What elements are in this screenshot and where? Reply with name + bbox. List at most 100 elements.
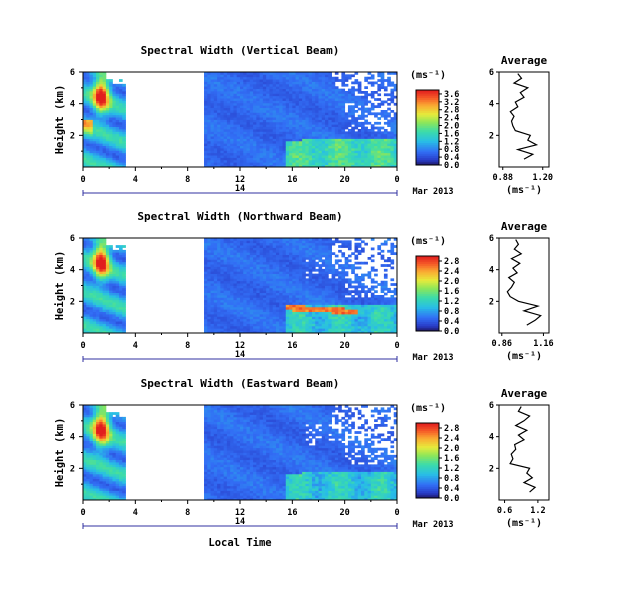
heatmap-cell: [210, 148, 215, 151]
heatmap-cell: [272, 138, 277, 142]
heatmap-cell: [266, 321, 270, 324]
heatmap-cell: [86, 131, 90, 135]
heatmap-cell: [223, 124, 228, 128]
colorbar-swatch: [416, 148, 439, 151]
heatmap-cell: [118, 257, 123, 260]
heatmap-cell: [262, 121, 267, 125]
heatmap-cell: [393, 157, 398, 161]
heatmap-cell: [112, 117, 117, 120]
heatmap-cell: [230, 321, 234, 324]
heatmap-cell: [89, 76, 94, 80]
heatmap-cell: [122, 280, 126, 284]
heatmap-cell: [334, 295, 339, 298]
heatmap-cell: [295, 242, 300, 246]
heatmap-cell: [262, 271, 267, 275]
heatmap-cell: [311, 238, 316, 241]
heatmap-cell: [289, 245, 293, 248]
heatmap-cell: [292, 299, 296, 303]
heatmap-cell: [102, 283, 107, 286]
heatmap-cell: [109, 129, 113, 132]
heatmap-cell: [305, 76, 310, 80]
heatmap-cell: [253, 283, 257, 286]
heatmap-cell: [99, 297, 104, 301]
heatmap-cell: [361, 140, 365, 144]
heatmap-cell: [236, 102, 241, 106]
heatmap-cell: [109, 261, 113, 265]
heatmap-cell: [266, 83, 270, 87]
heatmap-cell: [289, 131, 293, 135]
heatmap-cell: [364, 140, 368, 144]
heatmap-cell: [289, 330, 293, 334]
heatmap-cell: [204, 83, 208, 87]
heatmap-cell: [86, 126, 90, 130]
heatmap-cell: [83, 252, 87, 256]
heatmap-cell: [249, 95, 254, 99]
heatmap-cell: [105, 159, 110, 163]
heatmap-cell: [311, 86, 316, 90]
heatmap-cell: [226, 117, 231, 120]
heatmap-cell: [308, 273, 313, 277]
heatmap-cell: [298, 93, 303, 97]
heatmap-cell: [334, 238, 339, 241]
heatmap-cell: [347, 330, 352, 334]
heatmap-cell: [295, 157, 300, 161]
heatmap-cell: [99, 83, 104, 87]
heatmap-cell: [210, 264, 215, 267]
heatmap-cell: [213, 311, 218, 315]
heatmap-cell: [92, 140, 97, 144]
heatmap-cell: [347, 124, 352, 128]
heatmap-cell: [122, 285, 126, 289]
heatmap-cell: [334, 72, 339, 75]
heatmap-cell: [240, 254, 244, 258]
heatmap-cell: [243, 140, 247, 144]
heatmap-cell: [253, 129, 257, 132]
heatmap-cell: [233, 157, 238, 161]
heatmap-cell: [210, 292, 215, 296]
heatmap-cell: [328, 136, 332, 139]
heatmap-cell: [236, 107, 241, 111]
heatmap-cell: [269, 105, 274, 109]
heatmap-cell: [266, 162, 270, 166]
heatmap-cell: [243, 292, 247, 296]
heatmap-cell: [390, 88, 395, 92]
heatmap-cell: [298, 328, 303, 332]
heatmap-cell: [302, 152, 306, 156]
heatmap-cell: [331, 287, 336, 291]
heatmap-cell: [279, 114, 283, 118]
heatmap-cell: [298, 257, 303, 260]
heatmap-cell: [321, 297, 326, 301]
heatmap-cell: [266, 93, 270, 97]
heatmap-cell: [233, 242, 238, 246]
heatmap-cell: [99, 295, 104, 298]
heatmap-cell: [292, 316, 296, 320]
heatmap-cell: [118, 271, 123, 275]
heatmap-cell: [318, 76, 323, 80]
heatmap-cell: [109, 283, 113, 286]
heatmap-cell: [236, 126, 241, 130]
heatmap-cell: [89, 295, 94, 298]
heatmap-cell: [86, 102, 90, 106]
heatmap-cell: [295, 88, 300, 92]
heatmap-cell: [230, 254, 234, 258]
heatmap-cell: [315, 316, 319, 320]
heatmap-cell: [331, 81, 336, 85]
heatmap-cell: [256, 98, 261, 101]
heatmap-cell: [331, 140, 336, 144]
heatmap-cell: [217, 290, 221, 294]
heatmap-cell: [367, 72, 372, 75]
heatmap-cell: [279, 79, 283, 82]
heatmap-cell: [262, 287, 267, 291]
heatmap-cell: [387, 83, 391, 87]
heatmap-cell: [357, 140, 362, 144]
heatmap-cell: [220, 280, 225, 284]
heatmap-cell: [96, 316, 100, 320]
heatmap-cell: [210, 254, 215, 258]
heatmap-cell: [341, 91, 346, 94]
heatmap-cell: [295, 114, 300, 118]
heatmap-cell: [246, 76, 251, 80]
heatmap-cell: [246, 129, 251, 132]
heatmap-cell: [298, 276, 303, 279]
heatmap-cell: [298, 268, 303, 272]
heatmap-cell: [240, 249, 244, 253]
heatmap-cell: [217, 93, 221, 97]
